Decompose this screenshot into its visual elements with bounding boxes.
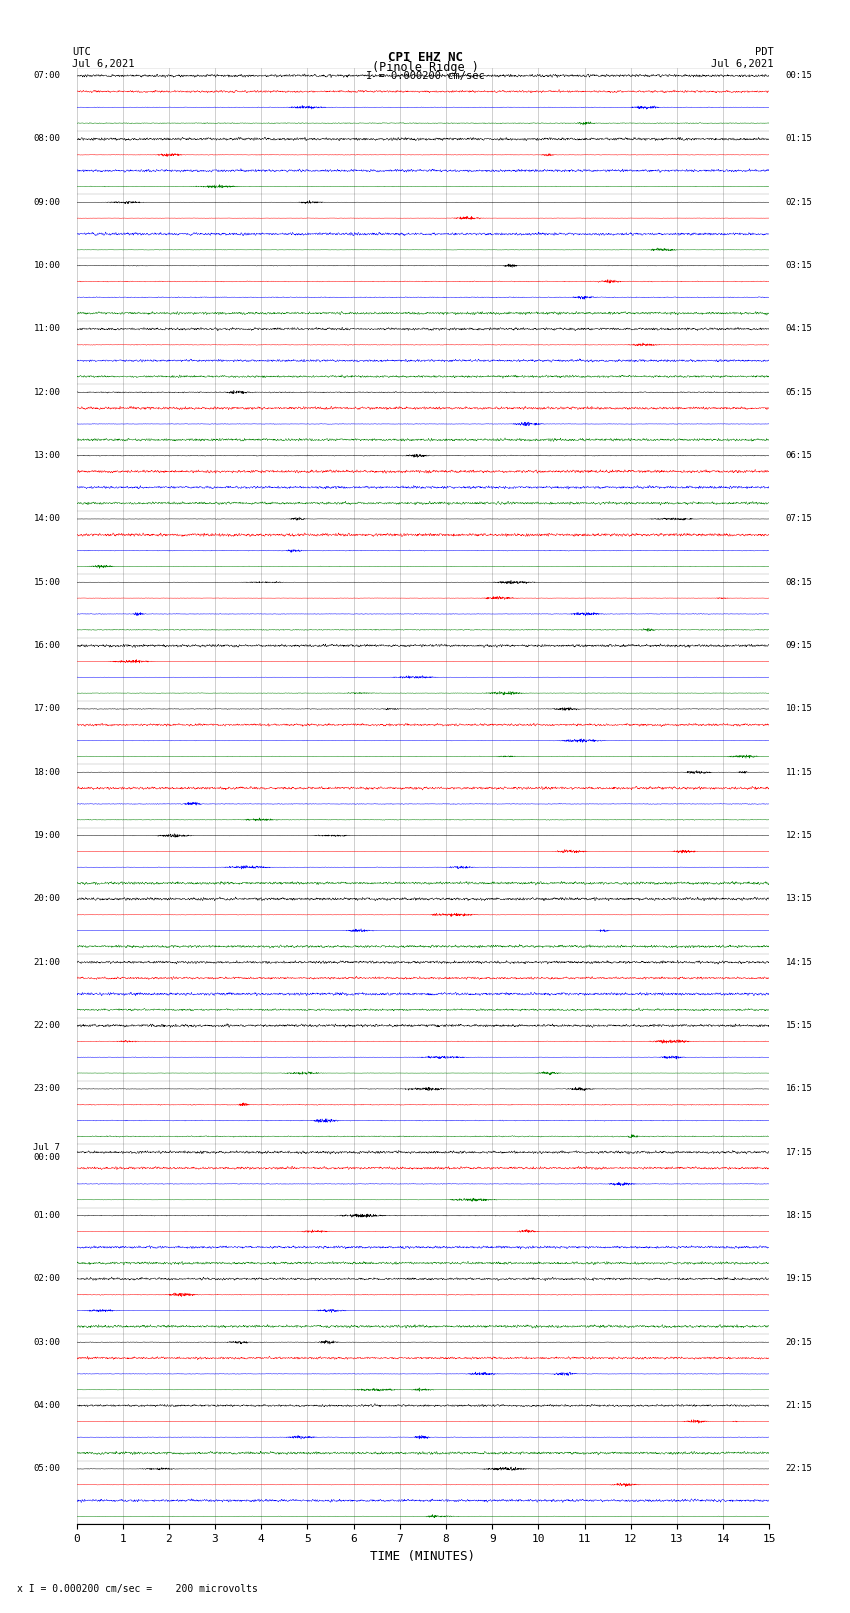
Text: 05:00: 05:00 <box>33 1465 60 1473</box>
Text: 00:15: 00:15 <box>785 71 813 81</box>
Text: PDT
Jul 6,2021: PDT Jul 6,2021 <box>711 47 774 69</box>
Text: 12:00: 12:00 <box>33 387 60 397</box>
Text: 16:00: 16:00 <box>33 640 60 650</box>
Text: CPI EHZ NC: CPI EHZ NC <box>388 50 462 65</box>
Text: I = 0.000200 cm/sec: I = 0.000200 cm/sec <box>366 71 484 81</box>
Text: 07:15: 07:15 <box>785 515 813 524</box>
Text: 18:15: 18:15 <box>785 1211 813 1219</box>
Text: 04:15: 04:15 <box>785 324 813 334</box>
Text: x I = 0.000200 cm/sec =    200 microvolts: x I = 0.000200 cm/sec = 200 microvolts <box>17 1584 258 1594</box>
Text: 15:00: 15:00 <box>33 577 60 587</box>
Text: 13:15: 13:15 <box>785 895 813 903</box>
Text: 12:15: 12:15 <box>785 831 813 840</box>
Text: 09:15: 09:15 <box>785 640 813 650</box>
Text: 10:15: 10:15 <box>785 705 813 713</box>
Text: 04:00: 04:00 <box>33 1402 60 1410</box>
Text: Jul 7
00:00: Jul 7 00:00 <box>33 1144 60 1161</box>
Text: 01:00: 01:00 <box>33 1211 60 1219</box>
Text: 17:15: 17:15 <box>785 1148 813 1157</box>
Text: 16:15: 16:15 <box>785 1084 813 1094</box>
Text: 08:15: 08:15 <box>785 577 813 587</box>
Text: 03:15: 03:15 <box>785 261 813 269</box>
Text: 03:00: 03:00 <box>33 1337 60 1347</box>
Text: 17:00: 17:00 <box>33 705 60 713</box>
Text: 20:15: 20:15 <box>785 1337 813 1347</box>
Text: 21:15: 21:15 <box>785 1402 813 1410</box>
Text: 22:00: 22:00 <box>33 1021 60 1031</box>
Text: 05:15: 05:15 <box>785 387 813 397</box>
Text: 02:15: 02:15 <box>785 198 813 206</box>
Text: 18:00: 18:00 <box>33 768 60 777</box>
Text: 19:00: 19:00 <box>33 831 60 840</box>
Text: 07:00: 07:00 <box>33 71 60 81</box>
Text: 06:15: 06:15 <box>785 452 813 460</box>
Text: 02:00: 02:00 <box>33 1274 60 1284</box>
Text: 14:15: 14:15 <box>785 958 813 966</box>
X-axis label: TIME (MINUTES): TIME (MINUTES) <box>371 1550 475 1563</box>
Text: UTC
Jul 6,2021: UTC Jul 6,2021 <box>72 47 135 69</box>
Text: 01:15: 01:15 <box>785 134 813 144</box>
Text: 21:00: 21:00 <box>33 958 60 966</box>
Text: (Pinole Ridge ): (Pinole Ridge ) <box>371 61 479 74</box>
Text: 11:15: 11:15 <box>785 768 813 777</box>
Text: 22:15: 22:15 <box>785 1465 813 1473</box>
Text: 20:00: 20:00 <box>33 895 60 903</box>
Text: 19:15: 19:15 <box>785 1274 813 1284</box>
Text: 11:00: 11:00 <box>33 324 60 334</box>
Text: 15:15: 15:15 <box>785 1021 813 1031</box>
Text: 08:00: 08:00 <box>33 134 60 144</box>
Text: 23:00: 23:00 <box>33 1084 60 1094</box>
Text: 14:00: 14:00 <box>33 515 60 524</box>
Text: 13:00: 13:00 <box>33 452 60 460</box>
Text: 10:00: 10:00 <box>33 261 60 269</box>
Text: 09:00: 09:00 <box>33 198 60 206</box>
